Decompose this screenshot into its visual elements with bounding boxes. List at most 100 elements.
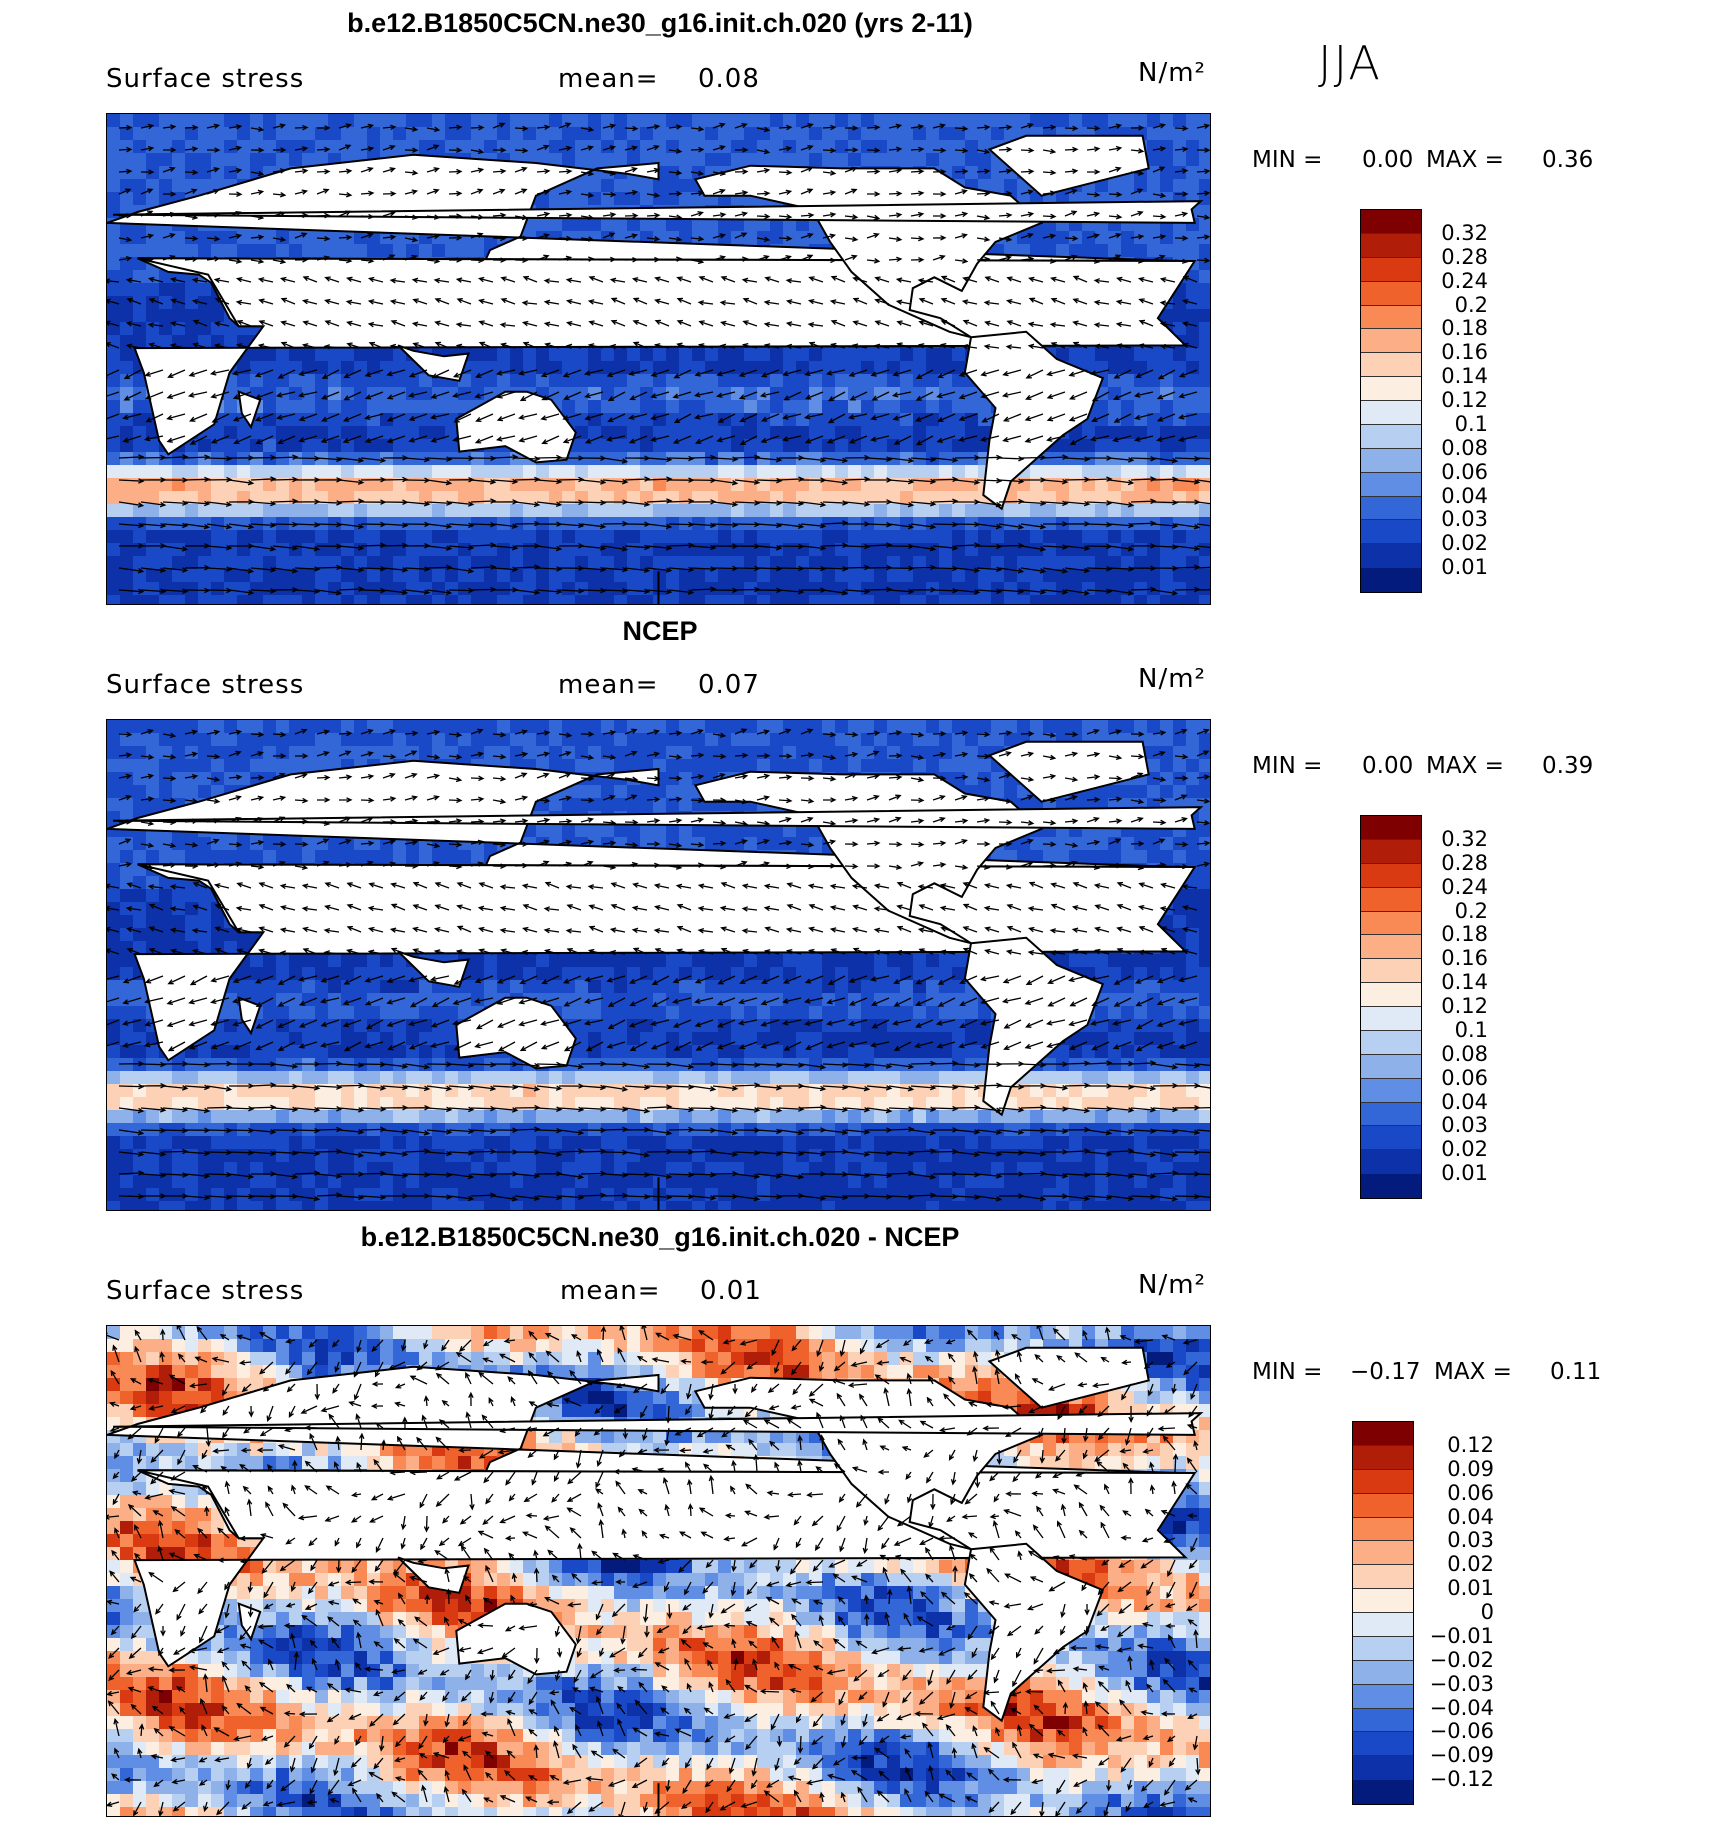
wind-stress-arrow [939,949,956,955]
wind-stress-arrow [910,818,925,824]
wind-stress-arrow [382,819,397,825]
wind-stress-arrow [1108,1195,1135,1202]
wind-stress-arrow [1093,343,1110,350]
wind-stress-arrow [726,1779,736,1793]
wind-stress-arrow [1118,1559,1132,1569]
wind-stress-arrow [1097,1581,1110,1596]
wind-stress-arrow [504,1625,516,1632]
wind-stress-arrow [914,413,934,422]
wind-stress-arrow [778,145,793,152]
wind-stress-arrow [558,168,573,175]
wind-stress-arrow [589,1669,604,1679]
wind-stress-arrow [580,797,595,803]
panel-title: b.e12.B1850C5CN.ne30_g16.init.ch.020 (yr… [347,8,973,38]
wind-stress-arrow [184,818,199,824]
wind-stress-arrow [1108,479,1135,486]
wind-stress-arrow [448,501,475,507]
wind-stress-arrow [888,501,915,508]
wind-stress-arrow [285,1338,296,1344]
wind-stress-arrow [499,905,516,912]
wind-stress-arrow [959,997,978,1007]
wind-stress-arrow [808,948,824,955]
wind-stress-arrow [1182,342,1198,349]
wind-stress-arrow [130,1703,142,1715]
wind-stress-arrow [184,863,199,869]
wind-stress-arrow [1156,391,1176,400]
wind-stress-arrow [214,297,230,305]
wind-stress-arrow [548,1689,560,1696]
wind-stress-arrow [1117,1581,1132,1593]
wind-stress-arrow [272,498,299,505]
wind-stress-arrow [316,146,331,153]
wind-stress-arrow [112,1493,120,1506]
wind-stress-arrow [225,1779,231,1791]
wind-stress-arrow [1006,320,1022,327]
wind-stress-arrow [1196,820,1210,826]
wind-stress-arrow [580,587,607,594]
wind-stress-arrow [527,1775,538,1781]
wind-stress-arrow [918,1647,934,1653]
wind-stress-arrow [389,1469,406,1476]
wind-stress-arrow [1064,731,1079,738]
wind-stress-arrow [448,1150,475,1156]
colorbar-cell [1361,448,1421,473]
wind-stress-arrow [459,1339,472,1352]
wind-stress-arrow [661,1685,670,1693]
wind-stress-arrow [673,369,692,379]
wind-stress-arrow [338,567,365,573]
colorbar-cell [1353,1756,1413,1781]
wind-stress-arrow [1020,1062,1047,1068]
wind-stress-arrow [918,297,934,305]
wind-stress-arrow [1026,1603,1044,1611]
wind-stress-arrow [910,841,925,848]
wind-stress-arrow [474,975,494,984]
vector-layer [107,728,1210,1202]
wind-stress-arrow [580,499,607,506]
wind-stress-arrow [157,1545,164,1561]
wind-stress-arrow [607,1019,626,1029]
wind-stress-arrow [910,732,925,738]
wind-stress-arrow [1069,391,1088,400]
wind-stress-arrow [459,1515,472,1525]
land-outline [237,1602,262,1642]
wind-stress-arrow [346,276,362,283]
wind-stress-arrow [304,1485,318,1495]
wind-stress-arrow [1042,233,1057,240]
wind-stress-arrow [678,1531,692,1539]
wind-stress-arrow [404,501,431,507]
wind-stress-arrow [279,927,296,933]
wind-stress-arrow [624,1084,651,1091]
wind-stress-arrow [1196,501,1210,505]
wind-stress-arrow [250,567,277,573]
wind-stress-arrow [653,883,670,889]
wind-stress-arrow [107,926,120,933]
wind-stress-arrow [1112,435,1132,443]
wind-stress-arrow [1034,1354,1044,1363]
wind-stress-arrow [1152,254,1166,261]
wind-stress-arrow [646,523,673,530]
wind-stress-arrow [492,257,507,263]
wind-stress-arrow [804,369,824,377]
wind-stress-arrow [140,501,167,508]
wind-stress-arrow [840,1713,846,1727]
wind-stress-arrow [470,1085,497,1092]
wind-stress-arrow [641,1530,648,1539]
wind-stress-arrow [316,564,343,571]
wind-stress-arrow [632,947,648,955]
wind-stress-arrow [756,729,771,735]
wind-stress-arrow [316,774,331,781]
wind-stress-arrow [862,1438,868,1451]
wind-stress-arrow [666,1603,673,1620]
wind-stress-arrow [654,1662,670,1671]
wind-stress-arrow [646,256,661,263]
wind-stress-arrow [1165,1361,1176,1368]
wind-stress-arrow [1108,862,1123,869]
mean-value: 0.08 [698,64,760,94]
wind-stress-arrow [279,1559,296,1572]
wind-stress-arrow [184,729,199,735]
wind-stress-arrow [580,839,595,846]
wind-stress-arrow [426,1106,453,1113]
wind-stress-arrow [815,1466,824,1473]
wind-stress-arrow [276,1801,296,1808]
wind-stress-arrow [492,775,507,782]
